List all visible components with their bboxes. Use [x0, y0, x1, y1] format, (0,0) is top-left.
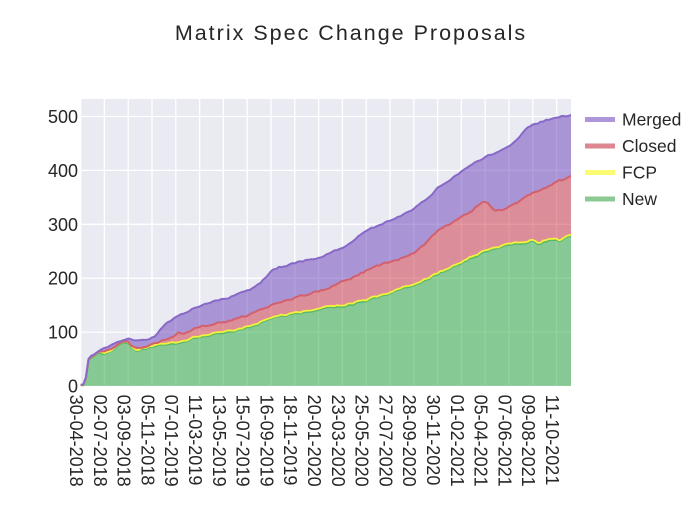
svg-text:30-04-2018: 30-04-2018	[66, 395, 86, 487]
svg-text:27-07-2020: 27-07-2020	[375, 395, 395, 487]
svg-text:15-07-2019: 15-07-2019	[233, 395, 253, 487]
svg-text:500: 500	[48, 107, 78, 127]
svg-text:11-03-2019: 11-03-2019	[185, 395, 205, 486]
svg-text:18-11-2019: 18-11-2019	[280, 395, 300, 486]
svg-text:FCP: FCP	[622, 163, 657, 183]
svg-text:100: 100	[48, 323, 78, 343]
svg-text:23-03-2020: 23-03-2020	[328, 395, 348, 487]
svg-text:25-05-2020: 25-05-2020	[352, 395, 372, 487]
svg-text:20-01-2020: 20-01-2020	[304, 395, 324, 487]
svg-text:05-04-2021: 05-04-2021	[471, 395, 491, 487]
svg-text:09-08-2021: 09-08-2021	[518, 395, 538, 487]
svg-text:07-01-2019: 07-01-2019	[161, 395, 181, 487]
svg-text:28-09-2020: 28-09-2020	[399, 395, 419, 487]
svg-text:Matrix Spec Change Proposals: Matrix Spec Change Proposals	[175, 21, 527, 45]
svg-text:01-02-2021: 01-02-2021	[447, 395, 467, 487]
svg-text:13-05-2019: 13-05-2019	[209, 395, 229, 487]
svg-text:200: 200	[48, 269, 78, 289]
svg-text:11-10-2021: 11-10-2021	[542, 395, 562, 486]
svg-text:30-11-2020: 30-11-2020	[423, 395, 443, 486]
svg-text:05-11-2018: 05-11-2018	[137, 395, 157, 486]
svg-text:07-06-2021: 07-06-2021	[494, 395, 514, 487]
svg-text:Closed: Closed	[622, 136, 676, 156]
svg-text:03-09-2018: 03-09-2018	[114, 395, 134, 487]
svg-text:02-07-2018: 02-07-2018	[90, 395, 110, 487]
svg-text:16-09-2019: 16-09-2019	[256, 395, 276, 487]
svg-text:New: New	[622, 189, 657, 209]
svg-text:300: 300	[48, 215, 78, 235]
svg-text:400: 400	[48, 161, 78, 181]
svg-text:Merged: Merged	[622, 110, 681, 130]
svg-text:0: 0	[68, 377, 78, 397]
